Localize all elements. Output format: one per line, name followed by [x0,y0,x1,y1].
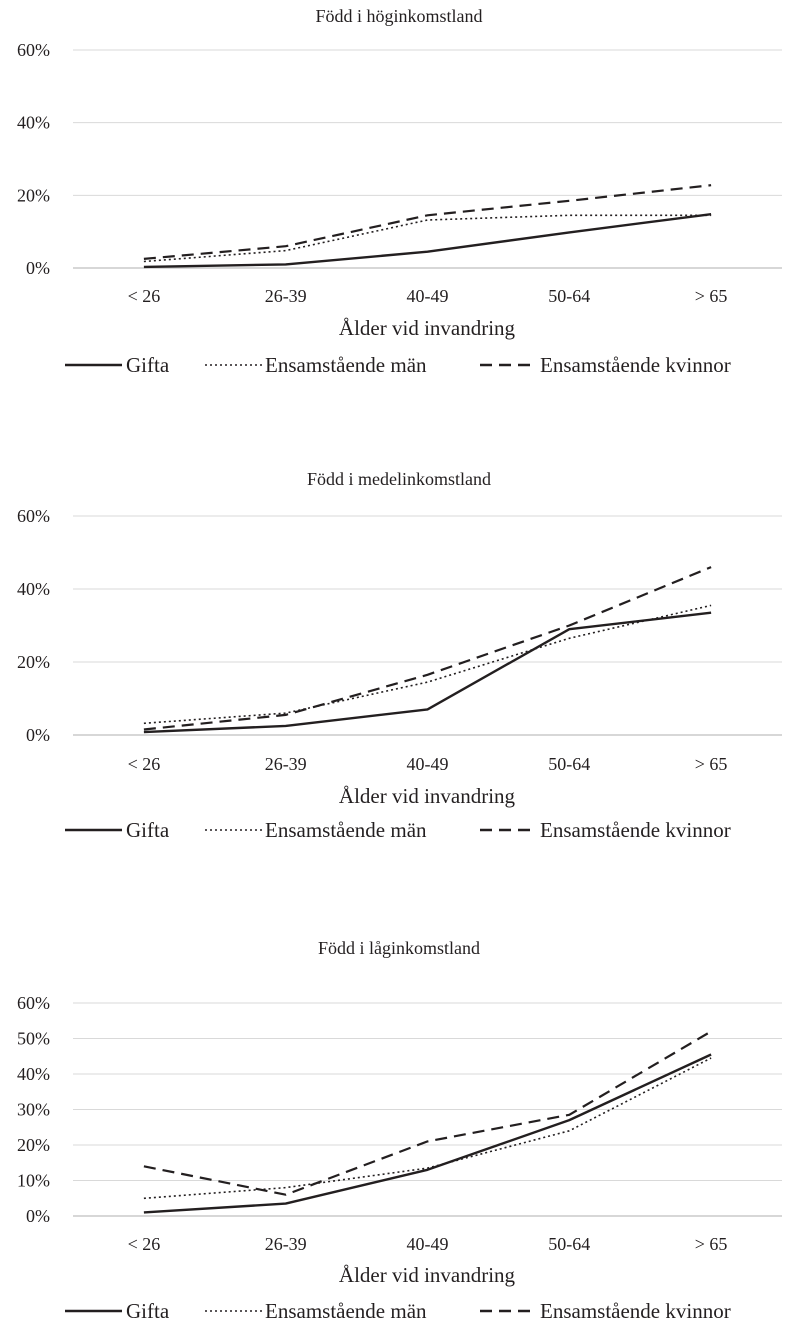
series-line-ensamstående-män [144,1058,711,1198]
chart-svg: Född i medelinkomstland 0% 20% 40% 60% < 26 26… [0,462,798,872]
y-tick-label: 20% [17,185,50,205]
chart-svg: Född i låginkomstland 0% 10% 20% 30% 40% 50% 60… [0,932,798,1335]
series-line-ensamstående-män [144,215,711,261]
legend-label: Gifta [126,818,170,842]
y-tick-label: 20% [17,1135,50,1155]
chart-svg: Född i höginkomstland 0% 20% 40% 60% < 26 26-3… [0,0,798,410]
y-tick-label: 40% [17,113,50,133]
chart-title: Född i låginkomstland [318,938,480,958]
y-tick-label: 50% [17,1029,50,1049]
x-axis-title: Ålder vid invandring [339,784,516,808]
x-axis-title: Ålder vid invandring [339,1263,516,1287]
y-tick-label: 20% [17,652,50,672]
series-line-gifta [144,1055,711,1213]
legend-label: Gifta [126,1299,170,1323]
x-tick-label: 26-39 [265,286,307,306]
x-tick-label: > 65 [695,754,728,774]
x-axis-title: Ålder vid invandring [339,316,516,340]
series-line-ensamstående-kvinnor [144,567,711,729]
legend-label: Ensamstående kvinnor [540,1299,731,1323]
legend-label: Ensamstående kvinnor [540,818,731,842]
series-line-gifta [144,613,711,732]
x-tick-label: < 26 [128,754,161,774]
x-tick-label: > 65 [695,286,728,306]
legend-label: Ensamstående kvinnor [540,353,731,377]
legend-label: Gifta [126,353,170,377]
y-tick-label: 60% [17,506,50,526]
y-tick-label: 0% [26,1206,50,1226]
series-line-gifta [144,214,711,267]
y-tick-label: 60% [17,993,50,1013]
x-tick-label: 40-49 [407,754,449,774]
x-tick-label: 50-64 [548,754,590,774]
y-tick-label: 60% [17,40,50,60]
x-tick-label: > 65 [695,1234,728,1254]
chart-title: Född i medelinkomstland [307,469,491,489]
y-tick-label: 10% [17,1171,50,1191]
x-tick-label: 40-49 [407,286,449,306]
chart-medelinkomstland: Född i medelinkomstland 0% 20% 40% 60% < 26 26… [0,462,798,872]
x-tick-label: < 26 [128,1234,161,1254]
y-tick-label: 40% [17,579,50,599]
series-line-ensamstående-kvinnor [144,185,711,259]
x-tick-label: 50-64 [548,286,590,306]
legend-label: Ensamstående män [265,1299,427,1323]
y-tick-label: 30% [17,1100,50,1120]
chart-hoginkomstland: Född i höginkomstland 0% 20% 40% 60% < 26 26-3… [0,0,798,410]
chart-title: Född i höginkomstland [315,6,482,26]
x-tick-label: < 26 [128,286,161,306]
x-tick-label: 40-49 [407,1234,449,1254]
x-tick-label: 26-39 [265,1234,307,1254]
legend-label: Ensamstående män [265,353,427,377]
x-tick-label: 50-64 [548,1234,590,1254]
chart-laginkomstland: Född i låginkomstland 0% 10% 20% 30% 40% 50% 60… [0,932,798,1335]
y-tick-label: 40% [17,1064,50,1084]
y-tick-label: 0% [26,258,50,278]
y-tick-label: 0% [26,725,50,745]
legend-label: Ensamstående män [265,818,427,842]
x-tick-label: 26-39 [265,754,307,774]
